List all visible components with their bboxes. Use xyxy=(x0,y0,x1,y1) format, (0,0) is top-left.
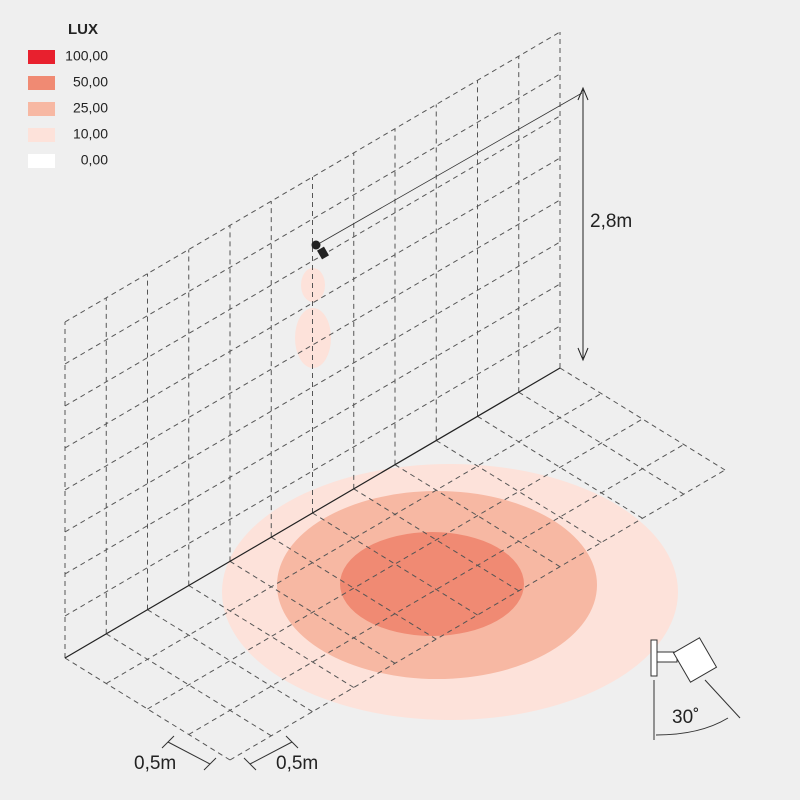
dimension-guide xyxy=(319,92,583,244)
spacing-label: 0,5m xyxy=(134,753,176,774)
angle-arc xyxy=(655,717,729,736)
fixture xyxy=(650,637,718,683)
legend-label: 25,00 xyxy=(73,100,108,116)
legend-label: 10,00 xyxy=(73,126,108,142)
legend-label: 0,00 xyxy=(81,152,108,168)
legend-swatch xyxy=(28,128,55,142)
wall-base xyxy=(64,367,561,659)
wall-grid-line xyxy=(64,325,561,617)
wall-grid-line xyxy=(64,283,561,575)
legend-label: 50,00 xyxy=(73,74,108,90)
grid xyxy=(64,31,726,761)
wall-fixture xyxy=(311,240,329,260)
spacing-dimensions xyxy=(161,735,299,771)
wall-grid-line xyxy=(64,241,561,533)
angle-guide xyxy=(704,679,741,719)
light-zone-50 xyxy=(340,532,524,636)
floor-grid-line xyxy=(147,418,643,710)
height-label: 2,8m xyxy=(590,211,632,232)
wall-grid-line xyxy=(64,199,561,491)
legend-swatch xyxy=(28,102,55,116)
dimension-arrows xyxy=(577,86,589,362)
spacing-label: 0,5m xyxy=(276,753,318,774)
legend-title: LUX xyxy=(68,21,98,38)
legend-swatch xyxy=(28,154,55,168)
legend-swatch xyxy=(28,50,55,64)
wall-grid-line xyxy=(64,31,561,323)
wall-grid-line xyxy=(64,115,561,407)
legend-label: 100,00 xyxy=(65,48,108,64)
angle-label: 30˚ xyxy=(672,707,699,728)
legend-swatch xyxy=(28,76,55,90)
wall-grid-line xyxy=(64,73,561,365)
wall-grid-line xyxy=(64,157,561,449)
legend: 100,00 50,00 25,00 10,00 0,00 xyxy=(28,48,108,168)
